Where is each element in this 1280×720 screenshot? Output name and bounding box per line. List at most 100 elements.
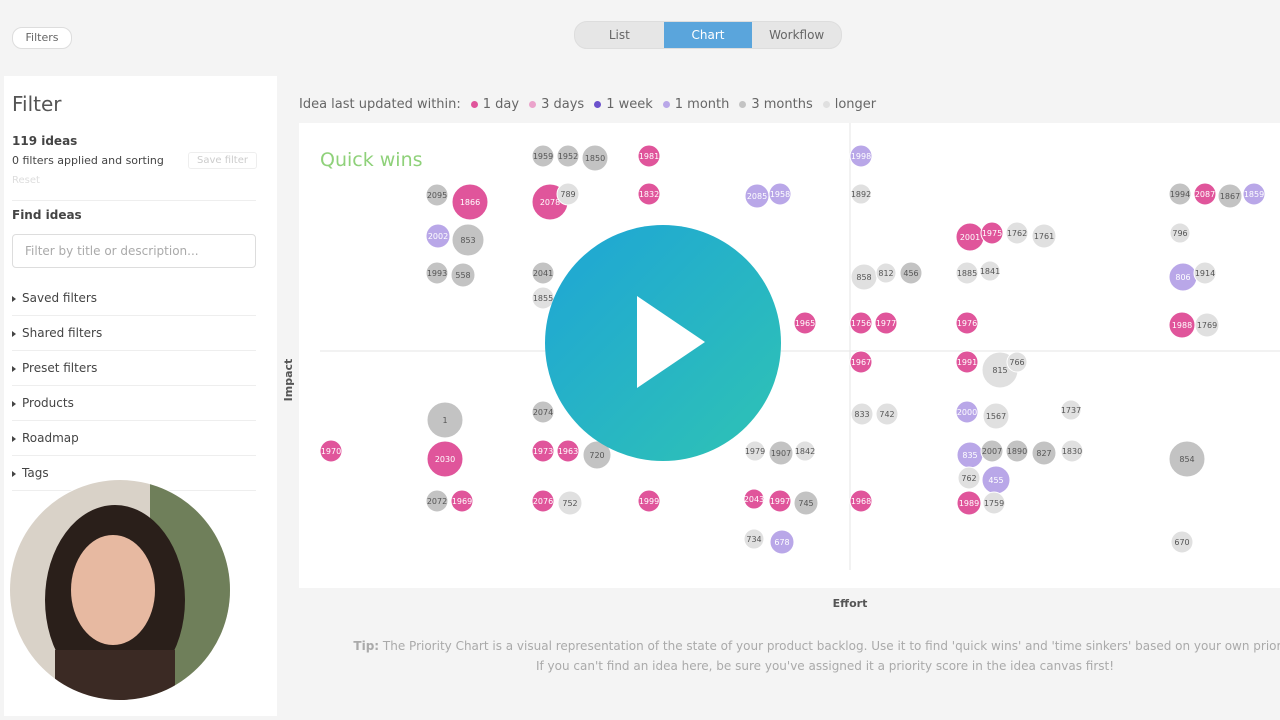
idea-bubble[interactable]: 1737	[1060, 399, 1082, 421]
idea-bubble[interactable]: 2000	[955, 400, 979, 424]
idea-bubble[interactable]: 1965	[793, 311, 817, 335]
idea-bubble[interactable]: 2007	[980, 439, 1004, 463]
idea-bubble[interactable]: 1977	[874, 311, 898, 335]
idea-bubble[interactable]: 796	[1169, 222, 1191, 244]
bubble-label: 1969	[452, 497, 472, 506]
tab[interactable]: Workflow	[769, 28, 825, 42]
idea-bubble[interactable]: 456	[899, 261, 923, 285]
bubble-label: 1991	[957, 358, 977, 367]
idea-bubble[interactable]: 1970	[319, 439, 343, 463]
idea-bubble[interactable]: 1866	[451, 183, 489, 221]
idea-bubble[interactable]: 1885	[955, 261, 979, 285]
idea-bubble[interactable]: 1907	[768, 440, 794, 466]
idea-bubble[interactable]: 1	[426, 401, 464, 439]
idea-bubble[interactable]: 2085	[744, 183, 770, 209]
save-filter-button[interactable]: Save filter	[188, 152, 257, 169]
idea-bubble[interactable]: 1959	[531, 144, 555, 168]
idea-bubble[interactable]: 853	[451, 223, 485, 257]
idea-bubble[interactable]: 558	[450, 262, 476, 288]
idea-bubble[interactable]: 833	[850, 402, 874, 426]
idea-bubble[interactable]: 1989	[956, 490, 982, 516]
idea-bubble[interactable]: 1952	[556, 144, 580, 168]
play-button[interactable]	[545, 225, 781, 461]
idea-bubble[interactable]: 1963	[556, 439, 580, 463]
idea-bubble[interactable]: 827	[1031, 440, 1057, 466]
bubble-label: 1867	[1220, 192, 1240, 201]
bubble-circle	[556, 144, 580, 168]
idea-bubble[interactable]: 854	[1168, 440, 1206, 478]
idea-bubble[interactable]: 670	[1170, 530, 1194, 554]
idea-bubble[interactable]: 2095	[425, 183, 449, 207]
bubble-label: 2078	[540, 198, 560, 207]
idea-bubble[interactable]: 812	[875, 262, 897, 284]
bubble-circle	[793, 311, 817, 335]
idea-bubble[interactable]: 1890	[1005, 439, 1029, 463]
idea-bubble[interactable]: 1991	[955, 350, 979, 374]
idea-bubble[interactable]: 762	[957, 466, 981, 490]
idea-bubble[interactable]: 752	[557, 490, 583, 516]
idea-bubble[interactable]: 1998	[849, 144, 873, 168]
bubble-circle	[849, 311, 873, 335]
reset-link[interactable]: Reset	[12, 175, 40, 186]
idea-bubble[interactable]: 734	[743, 528, 765, 550]
bubble-label: 1769	[1197, 321, 1217, 330]
idea-bubble[interactable]: 1997	[768, 489, 792, 513]
idea-bubble[interactable]: 1975	[980, 221, 1004, 245]
idea-bubble[interactable]: 745	[793, 490, 819, 516]
idea-bubble[interactable]: 858	[850, 263, 878, 291]
idea-bubble[interactable]: 2072	[425, 489, 449, 513]
idea-bubble[interactable]: 1762	[1005, 221, 1029, 245]
idea-bubble[interactable]: 742	[875, 402, 899, 426]
bubble-circle	[980, 439, 1004, 463]
idea-bubble[interactable]: 1756	[849, 311, 873, 335]
idea-bubble[interactable]: 1914	[1193, 261, 1217, 285]
idea-bubble[interactable]: 1830	[1060, 439, 1084, 463]
idea-bubble[interactable]: 1976	[955, 311, 979, 335]
idea-bubble[interactable]: 766	[1006, 351, 1028, 373]
idea-bubble[interactable]: 1832	[637, 182, 661, 206]
idea-bubble[interactable]: 1761	[1031, 223, 1057, 249]
tab-active[interactable]: Chart	[663, 22, 753, 48]
idea-bubble[interactable]: 1859	[1242, 182, 1266, 206]
idea-bubble[interactable]: 789	[556, 182, 580, 206]
idea-bubble[interactable]: 1567	[982, 402, 1010, 430]
idea-bubble[interactable]: 1979	[744, 440, 766, 462]
idea-bubble[interactable]: 1892	[850, 183, 872, 205]
bubble-circle	[581, 144, 609, 172]
idea-bubble[interactable]: 1958	[768, 182, 792, 206]
idea-bubble[interactable]: 2074	[531, 400, 555, 424]
idea-bubble[interactable]: 1967	[849, 350, 873, 374]
filters-button[interactable]: Filters	[12, 27, 72, 49]
idea-bubble[interactable]: 1981	[637, 144, 661, 168]
idea-bubble[interactable]: 2087	[1193, 182, 1217, 206]
idea-bubble[interactable]: 806	[1168, 262, 1198, 292]
idea-bubble[interactable]: 455	[981, 465, 1011, 495]
bubble-circle	[794, 440, 816, 462]
idea-bubble[interactable]: 1993	[425, 261, 449, 285]
idea-bubble[interactable]: 1999	[637, 489, 661, 513]
idea-bubble[interactable]: 2002	[425, 223, 451, 249]
search-input[interactable]: Filter by title or description...	[12, 234, 256, 268]
idea-bubble[interactable]: 678	[769, 529, 795, 555]
idea-bubble[interactable]: 1969	[450, 489, 474, 513]
idea-bubble[interactable]: 1867	[1217, 183, 1243, 209]
idea-bubble[interactable]: 1842	[794, 440, 816, 462]
idea-bubble[interactable]: 2001	[955, 222, 985, 252]
idea-bubble[interactable]: 1850	[581, 144, 609, 172]
idea-bubble[interactable]: 720	[582, 440, 612, 470]
idea-bubble[interactable]: 1855	[531, 286, 555, 310]
idea-bubble[interactable]: 1759	[982, 491, 1006, 515]
idea-bubble[interactable]: 2041	[531, 261, 555, 285]
idea-bubble[interactable]: 1988	[1168, 311, 1196, 339]
idea-bubble[interactable]: 2030	[426, 440, 464, 478]
idea-bubble[interactable]: 1994	[1168, 182, 1192, 206]
idea-bubble[interactable]: 1973	[531, 439, 555, 463]
idea-bubble[interactable]: 1769	[1194, 312, 1220, 338]
idea-bubble[interactable]: 835	[956, 441, 984, 469]
idea-bubble[interactable]: 1968	[849, 489, 873, 513]
idea-bubble[interactable]: 2043	[743, 488, 765, 510]
idea-bubble[interactable]: 2076	[531, 489, 555, 513]
idea-bubble[interactable]: 1841	[979, 260, 1001, 282]
tab[interactable]: List	[608, 28, 630, 42]
bubble-label: 2041	[533, 269, 553, 278]
